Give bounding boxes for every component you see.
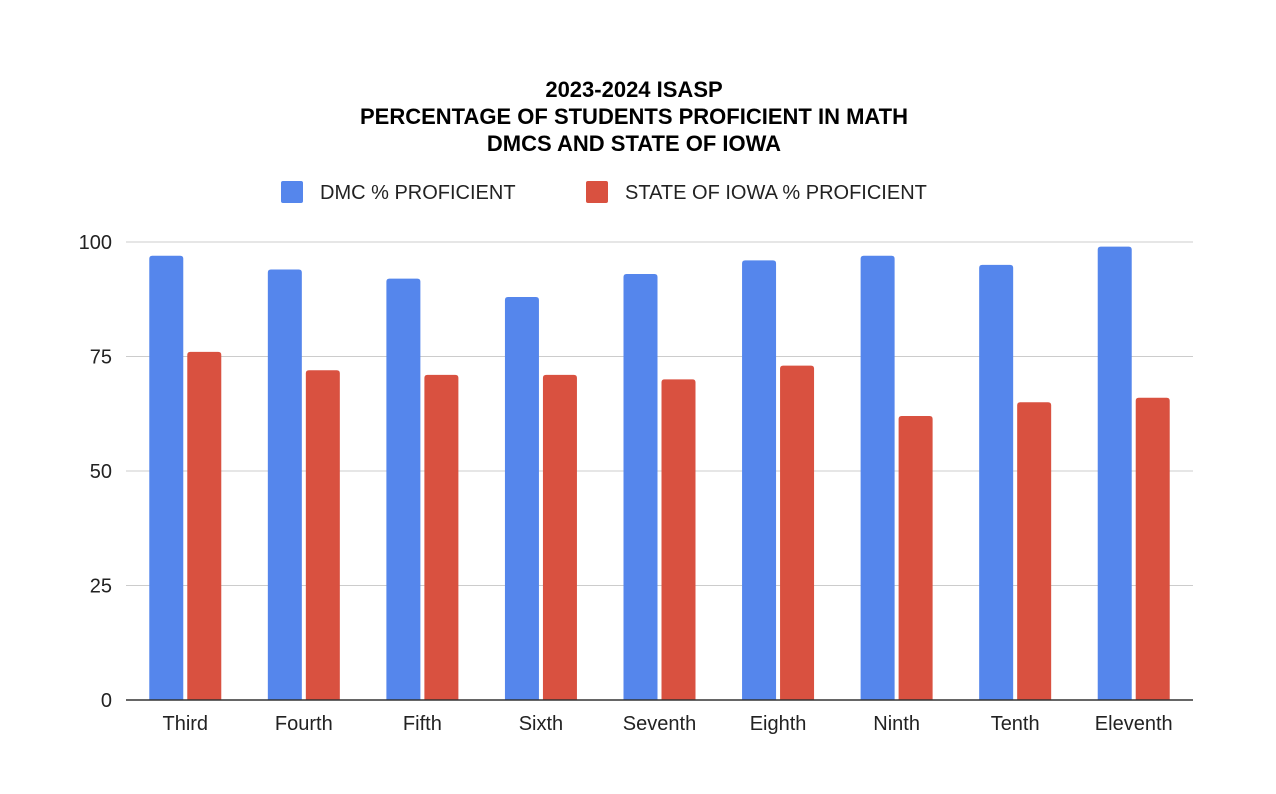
bar-iowa-ninth — [898, 416, 933, 700]
bar-iowa-fourth — [305, 370, 340, 700]
x-tick-label: Seventh — [623, 713, 696, 735]
bar-iowa-third — [187, 351, 222, 700]
y-tick-label: 0 — [101, 690, 112, 712]
legend-swatch-iowa — [586, 181, 608, 203]
bar-dmc-eighth — [742, 260, 777, 700]
bar-dmc-sixth — [504, 296, 539, 700]
title-line-1: 2023-2024 ISASP — [545, 77, 722, 102]
y-tick-label: 100 — [79, 232, 112, 254]
y-tick-label: 75 — [90, 347, 112, 369]
x-tick-label: Tenth — [991, 713, 1040, 735]
y-tick-label: 25 — [90, 576, 112, 598]
bar-dmc-third — [149, 255, 184, 701]
bar-dmc-fifth — [386, 278, 421, 700]
x-tick-label: Sixth — [519, 713, 563, 735]
x-tick-label: Ninth — [873, 713, 920, 735]
x-tick-label: Eighth — [750, 713, 807, 735]
chart-title: 2023-2024 ISASP PERCENTAGE OF STUDENTS P… — [360, 77, 908, 156]
bar-iowa-sixth — [542, 374, 577, 700]
y-tick-label: 50 — [90, 461, 112, 483]
bars — [149, 246, 1170, 701]
legend: DMC % PROFICIENT STATE OF IOWA % PROFICI… — [281, 181, 927, 204]
x-tick-label: Fifth — [403, 713, 442, 735]
bar-iowa-tenth — [1017, 402, 1052, 700]
bar-dmc-seventh — [623, 274, 658, 700]
title-line-3: DMCS AND STATE OF IOWA — [487, 131, 781, 156]
bar-iowa-seventh — [661, 379, 696, 700]
legend-label-iowa: STATE OF IOWA % PROFICIENT — [625, 182, 927, 204]
bar-dmc-ninth — [860, 255, 895, 701]
bar-iowa-fifth — [424, 374, 459, 700]
legend-label-dmc: DMC % PROFICIENT — [320, 182, 516, 204]
x-tick-label: Third — [162, 713, 208, 735]
bar-iowa-eleventh — [1135, 397, 1170, 700]
gridlines — [126, 241, 1193, 586]
bar-iowa-eighth — [780, 365, 815, 700]
bar-dmc-tenth — [979, 264, 1014, 700]
bar-dmc-fourth — [267, 269, 302, 700]
y-axis-ticks: 0 25 50 75 100 — [79, 232, 112, 712]
x-axis-labels: Third Fourth Fifth Sixth Seventh Eighth Ninth T… — [162, 713, 1172, 735]
bar-dmc-eleventh — [1097, 246, 1132, 700]
title-line-2: PERCENTAGE OF STUDENTS PROFICIENT IN MAT… — [360, 104, 908, 129]
legend-swatch-dmc — [281, 181, 303, 203]
x-tick-label: Eleventh — [1095, 713, 1173, 735]
x-tick-label: Fourth — [275, 713, 333, 735]
